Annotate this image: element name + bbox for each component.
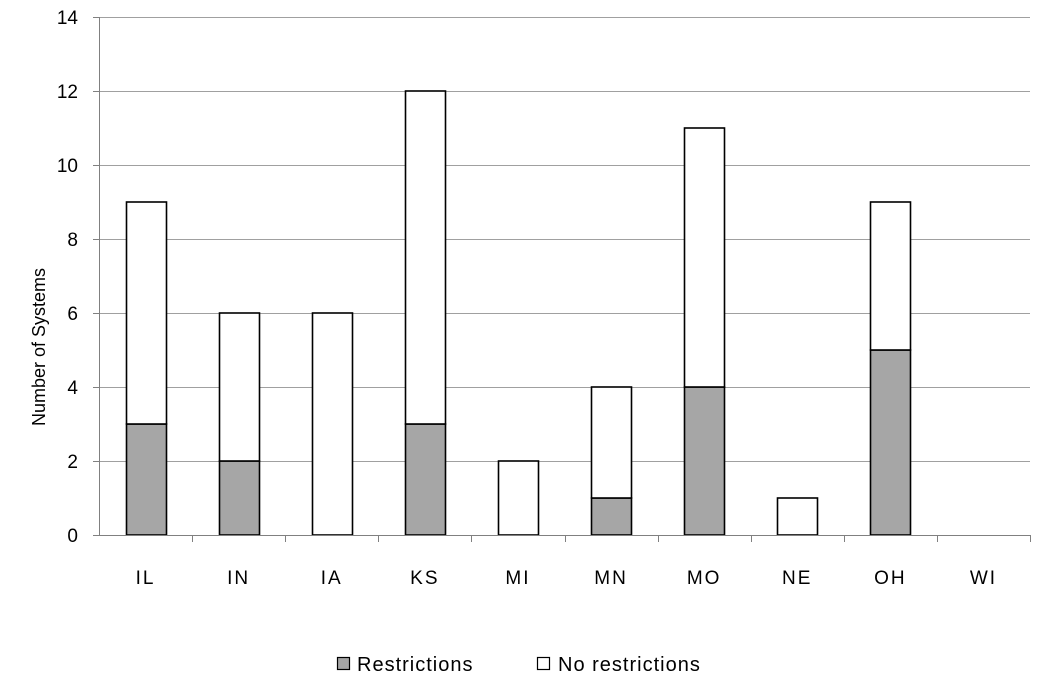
bar-mn-restrictions (590, 497, 633, 536)
legend-swatch-restrictions (336, 656, 351, 671)
x-tick-labels: IL IN IA KS MI MN MO NE OH WI (136, 568, 997, 589)
y-tick-label: 0 (67, 526, 78, 547)
bar-ia-no-restrictions (311, 312, 354, 536)
bar-ks-no-restrictions (404, 90, 447, 425)
x-tick-label: IL (136, 568, 156, 589)
x-tick-label: NE (782, 568, 812, 589)
y-tick-label: 10 (57, 156, 78, 177)
bar-oh-restrictions (869, 349, 912, 536)
y-tick-label: 8 (67, 230, 78, 251)
y-tick-label: 14 (57, 8, 79, 29)
x-tick-label: MO (687, 568, 722, 589)
x-tick-label: MI (505, 568, 530, 589)
bar-mo-no-restrictions (683, 127, 726, 388)
x-tick-label: IN (227, 568, 250, 589)
y-axis-title: Number of Systems (29, 268, 49, 426)
bar-mn-no-restrictions (590, 386, 633, 499)
bar-in-no-restrictions (218, 312, 261, 462)
legend-label: No restrictions (558, 654, 701, 676)
bar-in-restrictions (218, 460, 261, 536)
x-tick-label: OH (874, 568, 907, 589)
bar-mo-restrictions (683, 386, 726, 536)
bar-il-no-restrictions (125, 201, 168, 425)
bar-ne-no-restrictions (776, 497, 819, 536)
bars (125, 90, 912, 536)
bar-il-restrictions (125, 423, 168, 536)
x-tick-label: WI (970, 568, 997, 589)
bar-ks-restrictions (404, 423, 447, 536)
y-tick-label: 12 (57, 82, 78, 103)
x-tick-label: IA (321, 568, 343, 589)
y-tick-label: 2 (67, 452, 78, 473)
bar-oh-no-restrictions (869, 201, 912, 351)
y-tick-label: 4 (67, 378, 78, 399)
y-tick-labels: 0 2 4 6 8 10 12 14 (57, 8, 79, 547)
legend-swatch-no-restrictions (536, 656, 551, 671)
bar-mi-no-restrictions (497, 460, 540, 536)
axes (93, 17, 1031, 542)
y-tick-label: 6 (67, 304, 78, 325)
x-tick-label: MN (594, 568, 628, 589)
x-tick-label: KS (410, 568, 439, 589)
legend-label: Restrictions (357, 654, 473, 676)
legend: Restrictions No restrictions (336, 654, 701, 676)
